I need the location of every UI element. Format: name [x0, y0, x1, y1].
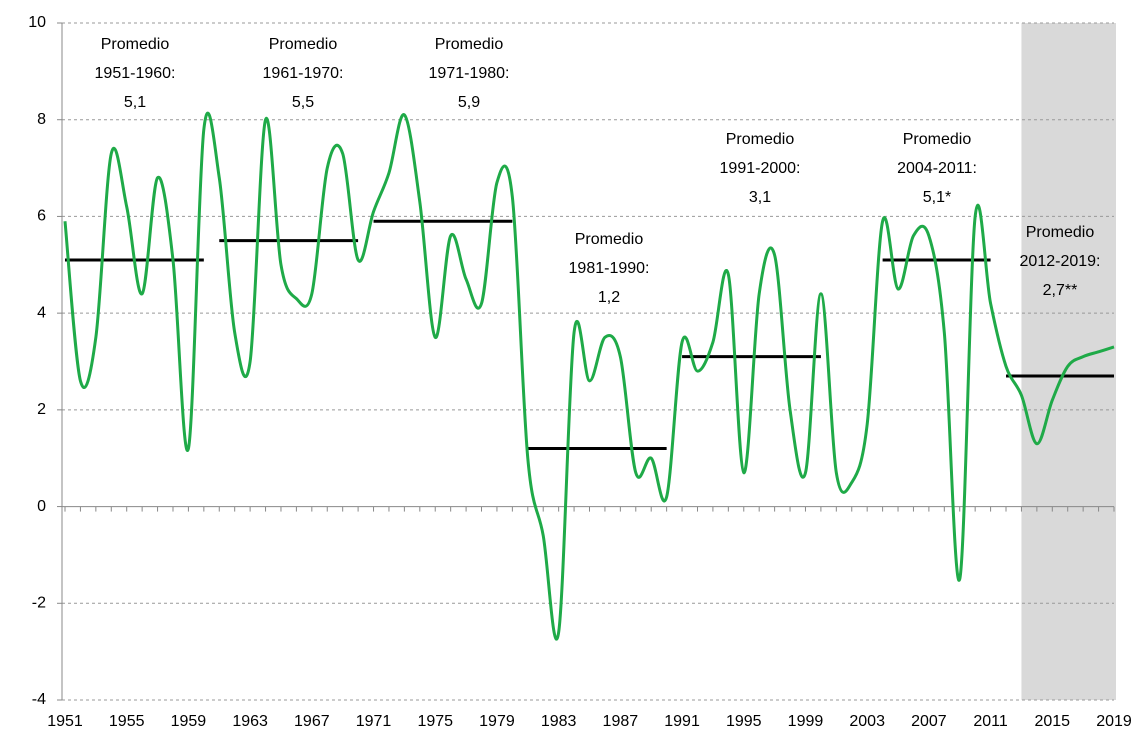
x-tick-label: 2015 — [1034, 713, 1070, 730]
average-label: Promedio — [101, 36, 170, 53]
x-tick-label: 2019 — [1096, 713, 1132, 730]
shaded-region — [1021, 23, 1116, 700]
average-label: 1981-1990: — [569, 260, 650, 277]
x-tick-label: 2003 — [849, 713, 885, 730]
x-tick-label: 1967 — [294, 713, 330, 730]
average-label: 2012-2019: — [1020, 253, 1101, 270]
average-label: Promedio — [575, 231, 644, 248]
x-tick-label: 2011 — [973, 713, 1008, 730]
x-tick-label: 1971 — [356, 713, 392, 730]
series-line — [63, 111, 1115, 641]
y-tick-label: 8 — [37, 111, 46, 128]
y-tick-label: -2 — [32, 595, 46, 612]
average-label: 1991-2000: — [720, 160, 801, 177]
y-tick-label: 10 — [28, 14, 46, 31]
y-tick-label: 4 — [37, 304, 46, 321]
average-label: 3,1 — [749, 189, 771, 206]
average-label: 1951-1960: — [95, 65, 176, 82]
average-label: 1971-1980: — [429, 65, 510, 82]
x-tick-label: 1951 — [47, 713, 83, 730]
x-tick-label: 1995 — [726, 713, 762, 730]
x-tick-label: 1979 — [479, 713, 515, 730]
x-tick-label: 1959 — [171, 713, 207, 730]
average-label: 5,5 — [292, 94, 314, 111]
x-tick-label: 1955 — [109, 713, 145, 730]
x-tick-label: 1999 — [788, 713, 824, 730]
average-label: 5,9 — [458, 94, 480, 111]
x-tick-label: 1987 — [603, 713, 639, 730]
average-label: Promedio — [726, 131, 795, 148]
average-label: Promedio — [435, 36, 504, 53]
average-label: Promedio — [269, 36, 338, 53]
average-label: Promedio — [903, 131, 972, 148]
y-tick-label: -4 — [32, 691, 46, 708]
x-tick-label: 2007 — [911, 713, 947, 730]
average-label: 1961-1970: — [263, 65, 344, 82]
x-tick-label: 1963 — [232, 713, 268, 730]
average-label: 2004-2011: — [897, 160, 977, 177]
average-label: 5,1 — [124, 94, 146, 111]
average-label: Promedio — [1026, 224, 1095, 241]
x-tick-label: 1975 — [417, 713, 453, 730]
y-tick-label: 2 — [37, 401, 46, 418]
x-tick-label: 1983 — [541, 713, 577, 730]
average-label: 5,1* — [923, 189, 951, 206]
y-tick-label: 0 — [37, 498, 46, 515]
x-tick-label: 1991 — [664, 713, 700, 730]
average-label: 1,2 — [598, 289, 620, 306]
average-label: 2,7** — [1043, 282, 1078, 299]
y-tick-label: 6 — [37, 208, 46, 225]
